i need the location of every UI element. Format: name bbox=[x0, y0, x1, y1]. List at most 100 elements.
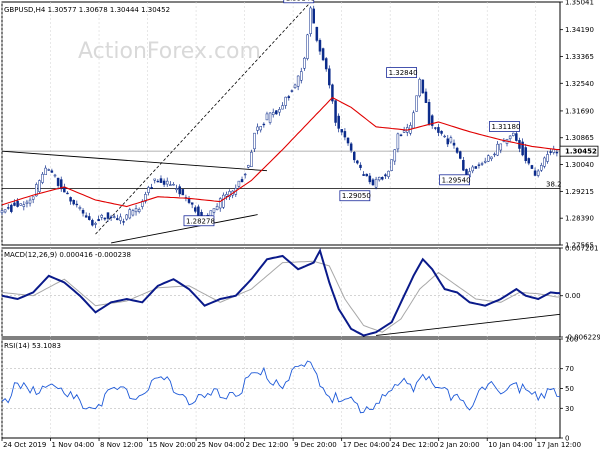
candle bbox=[19, 203, 22, 206]
candle bbox=[300, 71, 303, 81]
candle bbox=[483, 160, 487, 163]
y-tick-label: 100 bbox=[565, 336, 578, 344]
y-tick-label: 1.30040 bbox=[565, 161, 594, 169]
y-tick-label: 1.28390 bbox=[565, 215, 594, 223]
candle bbox=[116, 218, 119, 221]
candle bbox=[421, 79, 425, 94]
candle bbox=[278, 109, 281, 113]
y-tick-label: 0.007201 bbox=[565, 245, 598, 253]
candle bbox=[59, 179, 63, 190]
candle bbox=[128, 209, 132, 219]
x-tick-label: 10 Jan 04:00 bbox=[488, 441, 532, 449]
candle bbox=[190, 202, 194, 205]
x-tick-label: 24 Oct 2019 bbox=[3, 441, 46, 449]
candle bbox=[137, 209, 141, 212]
candle bbox=[100, 214, 104, 218]
candle bbox=[78, 207, 82, 209]
candle bbox=[399, 134, 403, 136]
candle bbox=[72, 199, 75, 205]
candle bbox=[38, 180, 41, 192]
candle bbox=[359, 164, 362, 168]
candle bbox=[430, 115, 434, 126]
candle bbox=[237, 180, 241, 187]
candle bbox=[496, 143, 499, 156]
macd-trend-line bbox=[376, 313, 561, 336]
candle bbox=[309, 7, 312, 34]
candle bbox=[402, 130, 406, 133]
candle bbox=[393, 149, 397, 162]
price-title: GBPUSD,H4 1.30577 1.30678 1.30444 1.3045… bbox=[4, 6, 170, 14]
candle bbox=[265, 113, 269, 121]
candle bbox=[25, 201, 29, 204]
rsi-series-line bbox=[1, 360, 561, 414]
candle bbox=[418, 79, 421, 97]
candle bbox=[306, 34, 309, 59]
candle bbox=[387, 170, 390, 177]
x-tick-label: 2 Jan 20:00 bbox=[440, 441, 480, 449]
y-tick-label: 1.33365 bbox=[565, 53, 594, 61]
price-annotation: 1.29050 bbox=[342, 192, 371, 200]
price-annotation: 1.35140 bbox=[286, 0, 315, 2]
candle bbox=[50, 170, 54, 173]
candle bbox=[349, 143, 353, 151]
candle bbox=[515, 133, 518, 141]
candle bbox=[511, 132, 515, 136]
candle bbox=[437, 127, 440, 133]
candle bbox=[477, 164, 481, 166]
macd-title: MACD(12,26,9) 0.000416 -0.000238 bbox=[4, 251, 131, 259]
candle bbox=[165, 180, 169, 185]
candle bbox=[284, 96, 287, 106]
candle bbox=[41, 173, 44, 183]
candle bbox=[346, 137, 350, 144]
candle bbox=[122, 221, 125, 223]
x-tick-label: 17 Dec 04:00 bbox=[343, 441, 390, 449]
panel-frame bbox=[1, 338, 561, 439]
x-tick-label: 1 Nov 04:00 bbox=[52, 441, 95, 449]
candle bbox=[97, 219, 100, 222]
candle bbox=[103, 217, 107, 220]
candle bbox=[31, 196, 35, 200]
candle bbox=[533, 170, 537, 176]
candle bbox=[412, 112, 415, 129]
candle bbox=[487, 155, 490, 162]
x-tick-label: 2 Dec 12:00 bbox=[246, 441, 289, 449]
candle bbox=[390, 159, 393, 171]
candle bbox=[508, 135, 512, 140]
candle bbox=[396, 133, 400, 150]
candle bbox=[81, 209, 85, 214]
candle bbox=[443, 135, 446, 138]
candle bbox=[546, 154, 549, 162]
candle bbox=[253, 132, 256, 150]
candle bbox=[194, 207, 197, 212]
candle bbox=[10, 204, 13, 212]
candle bbox=[449, 137, 453, 143]
candle bbox=[259, 126, 262, 131]
candle bbox=[434, 127, 437, 129]
candle bbox=[222, 194, 225, 208]
candle bbox=[536, 170, 540, 176]
y-tick-label: -0.006229 bbox=[565, 334, 600, 342]
candle bbox=[424, 91, 428, 103]
panel-frame bbox=[1, 1, 561, 246]
candle bbox=[3, 209, 7, 213]
rsi-title: RSI(14) 53.1083 bbox=[4, 342, 61, 350]
candle bbox=[250, 151, 253, 168]
candle bbox=[109, 216, 113, 218]
price-annotation: 1.31180 bbox=[491, 123, 520, 131]
candle bbox=[324, 58, 328, 70]
x-tick-label: 25 Nov 04:00 bbox=[197, 441, 244, 449]
candle bbox=[156, 180, 160, 183]
candle bbox=[337, 115, 340, 129]
candle bbox=[159, 178, 163, 183]
candle bbox=[172, 184, 175, 186]
candle bbox=[296, 75, 300, 87]
candle bbox=[281, 105, 284, 110]
x-tick-label: 24 Dec 12:00 bbox=[391, 441, 438, 449]
y-tick-label: 30 bbox=[565, 405, 574, 413]
candle bbox=[0, 210, 4, 213]
candle bbox=[321, 48, 325, 61]
support-line bbox=[111, 214, 258, 244]
candle bbox=[69, 197, 72, 202]
y-tick-label: 1.30865 bbox=[565, 134, 594, 142]
